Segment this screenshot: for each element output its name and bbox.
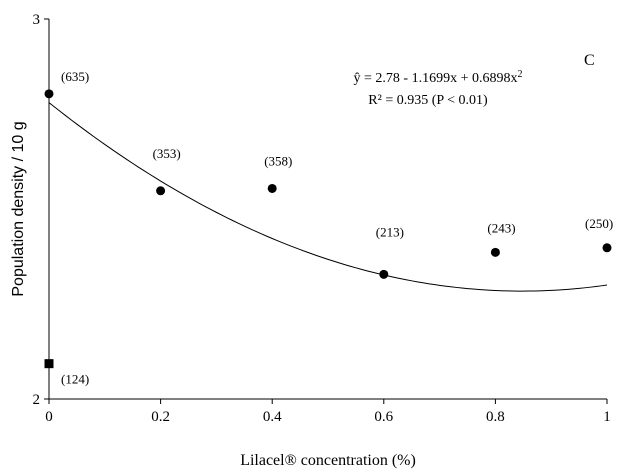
data-points: [44, 89, 612, 369]
data-point-square: [44, 359, 54, 369]
tick-labels: 0 0.2 0.4 0.6 0.8 1 2 3: [33, 12, 611, 425]
x-tick-label: 0.2: [151, 409, 170, 425]
x-tick-label: 0.6: [374, 409, 393, 425]
trend-equation: ŷ = 2.78 - 1.1699x + 0.6898x2: [354, 69, 523, 86]
trend-equation-superscript: 2: [517, 69, 522, 80]
trendline: [48, 102, 608, 292]
panel-letter: C: [584, 52, 595, 69]
data-point: [156, 186, 166, 196]
data-point: [267, 183, 277, 193]
data-point: [44, 89, 54, 99]
data-label: (358): [264, 153, 292, 168]
data-label: (250): [585, 216, 613, 231]
data-point: [379, 269, 389, 279]
x-axis-label: Lilacel® concentration (%): [240, 452, 416, 469]
data-point: [602, 243, 612, 253]
data-point: [490, 247, 500, 257]
x-tick-label: 0.4: [263, 409, 282, 425]
data-label: (243): [487, 220, 515, 235]
y-axis-label: Population density / 10 g: [10, 121, 27, 296]
data-label: (353): [153, 146, 181, 161]
x-tick-label: 0.8: [486, 409, 505, 425]
y-tick-label: 2: [33, 392, 41, 408]
x-tick-label: 0: [45, 409, 53, 425]
data-label: (635): [61, 69, 89, 84]
trend-equation-main: ŷ = 2.78 - 1.1699x + 0.6898x: [354, 71, 518, 86]
trend-r2: R² = 0.935 (P < 0.01): [368, 93, 488, 108]
data-label: (213): [376, 224, 404, 239]
y-tick-label: 3: [33, 12, 41, 28]
data-label: (124): [61, 372, 89, 387]
axis-ticks: [44, 18, 608, 404]
x-tick-label: 1: [603, 409, 611, 425]
point-labels: (635) (353) (358) (213) (243) (250) (124): [61, 69, 613, 387]
